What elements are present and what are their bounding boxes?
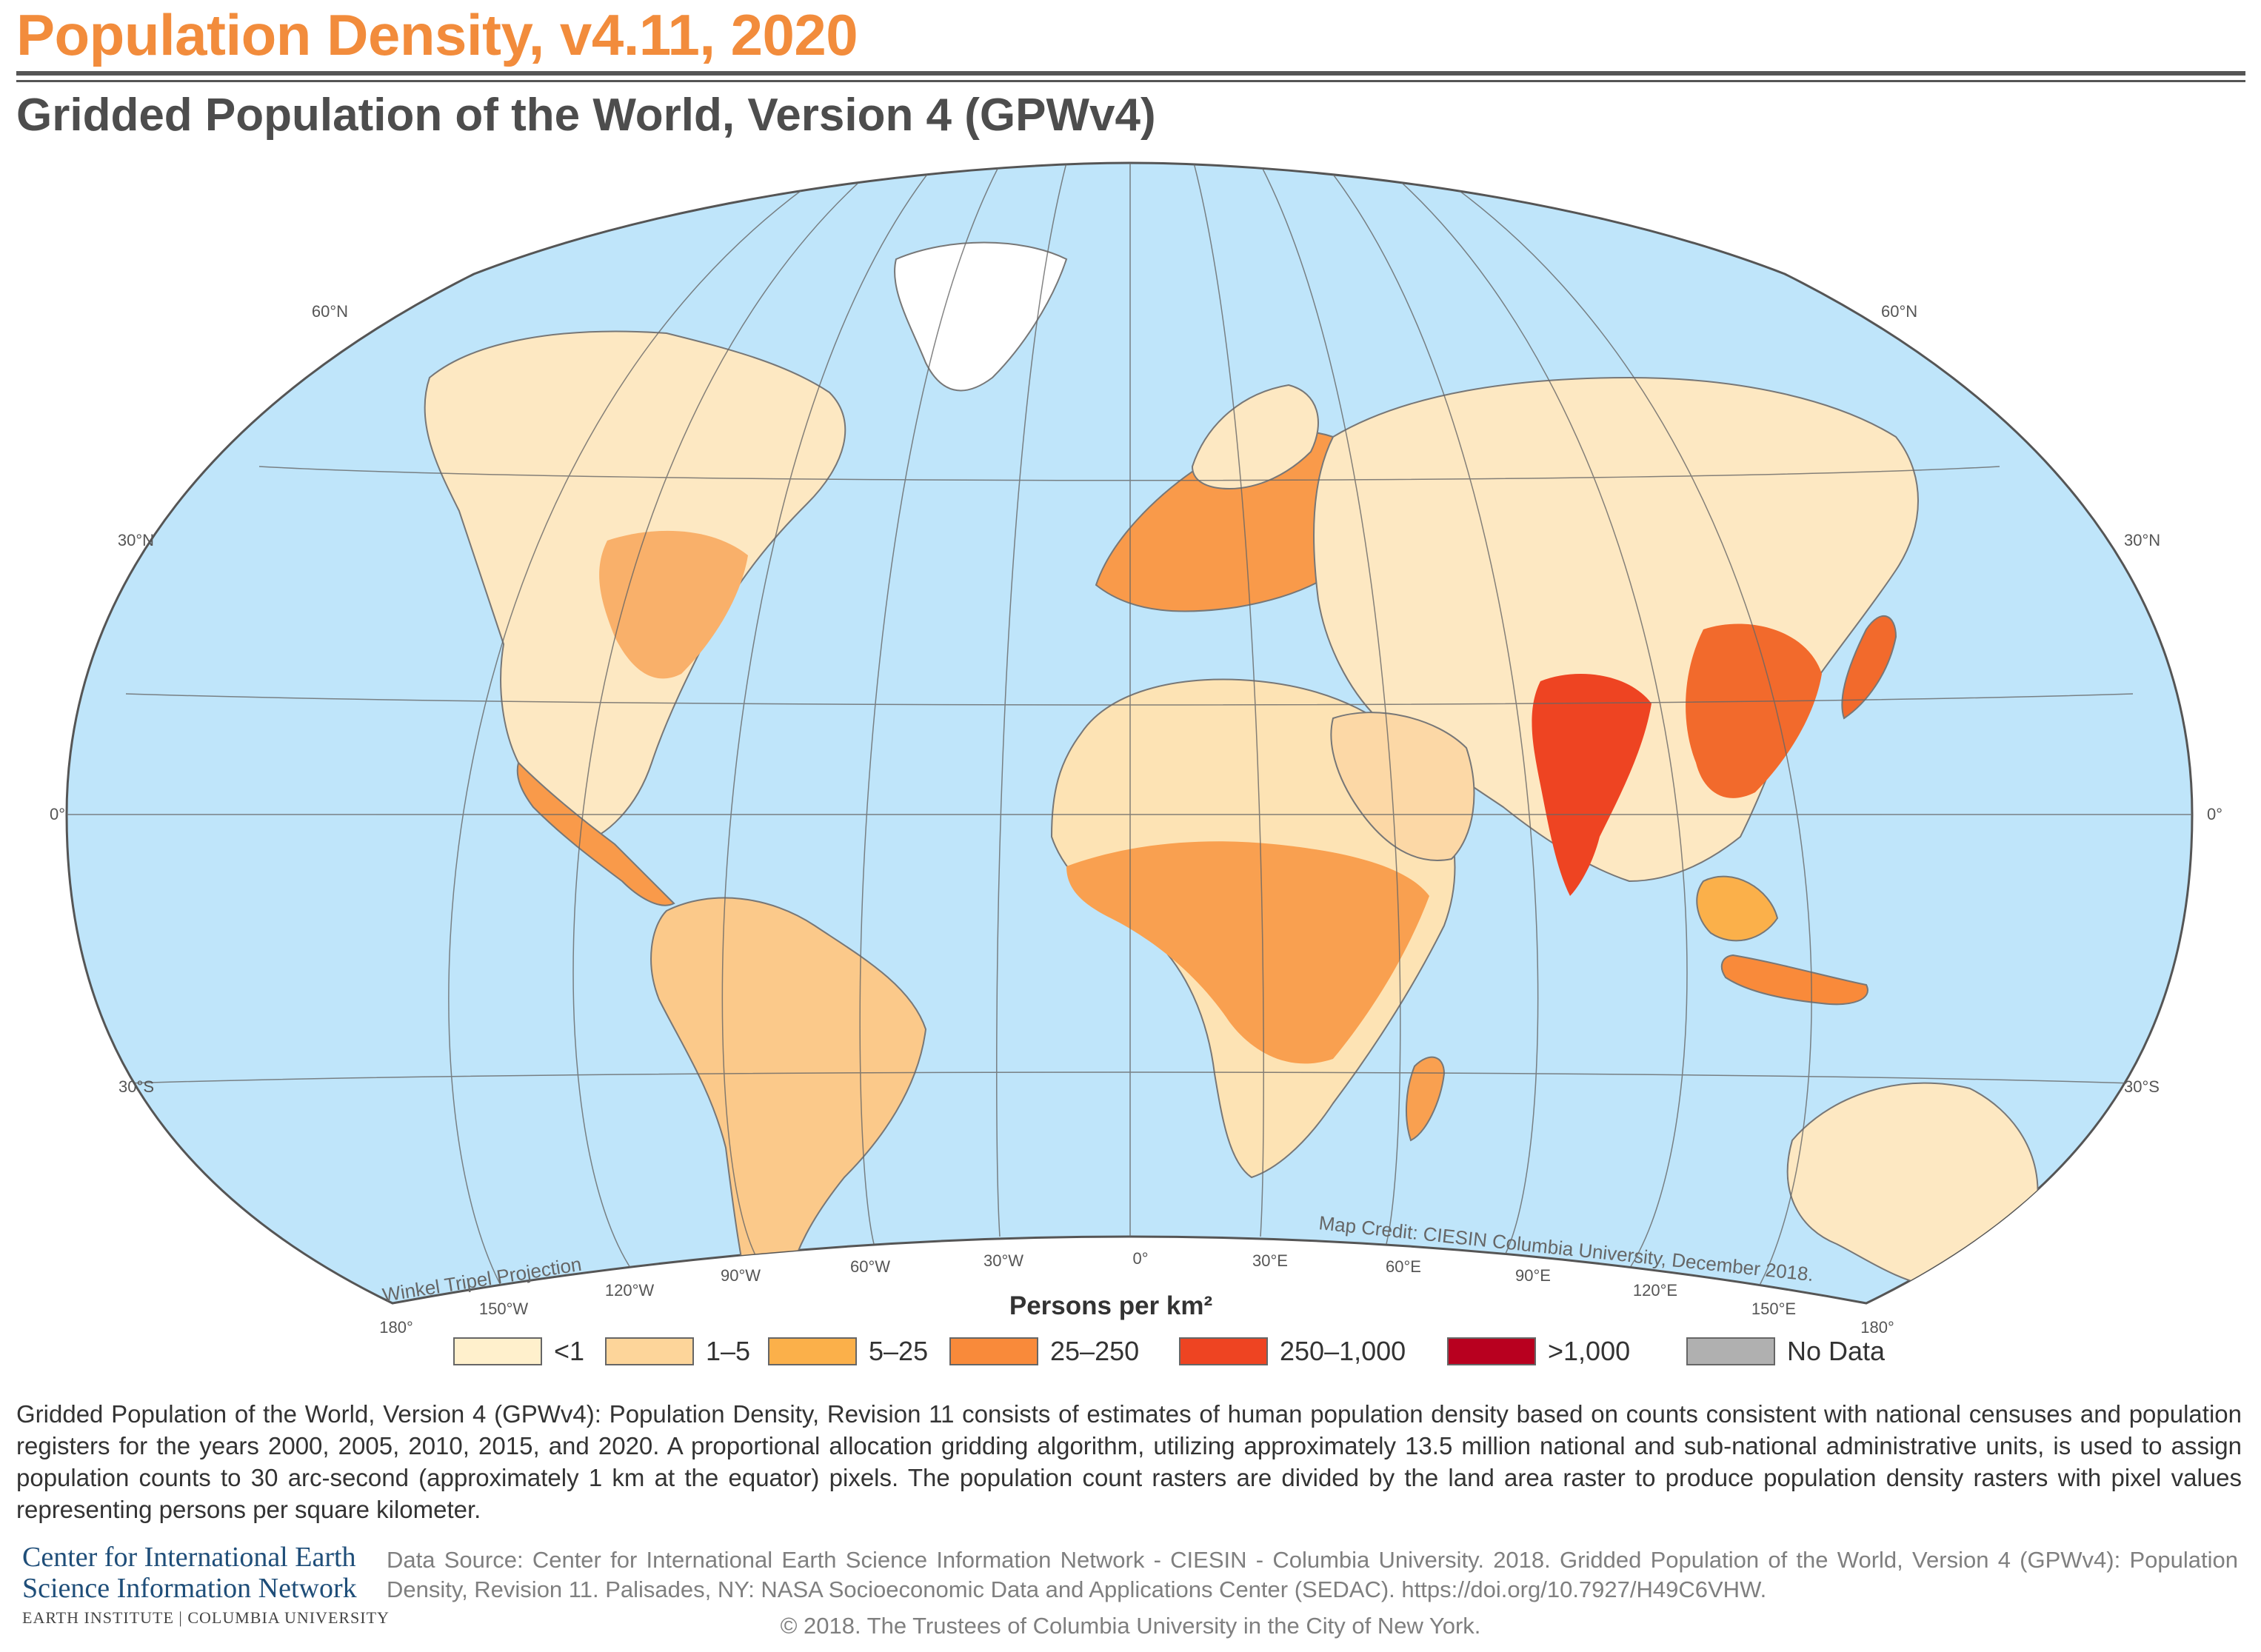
legend-item-250-1000: 250–1,000 xyxy=(1179,1334,1406,1368)
map-subtitle: Gridded Population of the World, Version… xyxy=(16,90,1156,141)
lat-label-30n-right: 30°N xyxy=(2124,531,2160,549)
ciesin-logo: Center for International Earth Science I… xyxy=(22,1542,390,1628)
legend-item-5-25: 5–25 xyxy=(768,1334,928,1368)
legend-label: 5–25 xyxy=(869,1336,929,1366)
africa-sahel-populated xyxy=(1066,841,1429,1064)
meridian-150w xyxy=(448,170,830,1303)
middle-east xyxy=(1330,712,1475,861)
legend-label: >1,000 xyxy=(1548,1336,1631,1366)
legend-item-gt1000: >1,000 xyxy=(1447,1334,1630,1368)
legend-label: <1 xyxy=(554,1336,585,1366)
data-source-citation: Data Source: Center for International Ea… xyxy=(387,1547,2238,1602)
meridian-30e xyxy=(1193,163,1264,1237)
scandinavia xyxy=(1191,384,1319,490)
parallel-30s xyxy=(125,1071,2134,1084)
legend-item-1-5: 1–5 xyxy=(605,1334,750,1368)
legend-swatch xyxy=(1447,1337,1536,1365)
legend-label: No Data xyxy=(1787,1336,1886,1366)
lon-label-30e: 30°E xyxy=(1252,1251,1288,1270)
legend-item-25-250: 25–250 xyxy=(949,1334,1139,1368)
lon-label-150w: 150°W xyxy=(479,1300,529,1318)
lon-label-60e: 60°E xyxy=(1386,1257,1421,1276)
legend-item-no-data: No Data xyxy=(1686,1334,1885,1368)
lat-label-eq-right: 0° xyxy=(2207,805,2222,823)
meridian-30w xyxy=(996,163,1067,1237)
japan xyxy=(1841,615,1897,720)
parallel-30n xyxy=(125,693,2134,706)
madagascar xyxy=(1406,1056,1446,1142)
legend-swatch xyxy=(453,1337,542,1365)
meridian-120w xyxy=(572,168,875,1278)
lon-label-60w: 60°W xyxy=(850,1257,890,1276)
graticule xyxy=(67,163,2192,1303)
copyright: © 2018. The Trustees of Columbia Univers… xyxy=(780,1613,1481,1639)
parallel-60n xyxy=(258,466,2000,481)
indonesia xyxy=(1720,954,1868,1006)
legend-swatch xyxy=(1179,1337,1268,1365)
legend-swatch xyxy=(949,1337,1038,1365)
legend-swatch xyxy=(768,1337,857,1365)
meridian-150e xyxy=(1430,170,1812,1303)
lat-label-60n-left: 60°N xyxy=(312,302,348,321)
south-asia-populated xyxy=(1532,674,1652,896)
lat-label-30s-left: 30°S xyxy=(118,1077,154,1096)
borneo-sumatra xyxy=(1696,875,1779,942)
logo-line2: Science Information Network xyxy=(22,1573,357,1604)
lat-label-eq-left: 0° xyxy=(50,805,65,823)
legend-swatch xyxy=(1686,1337,1775,1365)
lon-label-180w: 180° xyxy=(379,1318,413,1337)
lon-label-180e: 180° xyxy=(1860,1318,1894,1337)
lon-label-150e: 150°E xyxy=(1751,1300,1796,1318)
legend-label: 250–1,000 xyxy=(1280,1336,1406,1366)
meridian-120e xyxy=(1386,168,1688,1278)
logo-line1: Center for International Earth xyxy=(22,1542,356,1573)
world-population-density-map: 60°N 60°N 30°N 30°N 0° 0° 30°S 30°S 180°… xyxy=(50,161,2222,1337)
lon-label-90w: 90°W xyxy=(721,1266,761,1285)
lon-label-120w: 120°W xyxy=(605,1281,655,1300)
meridian-90w xyxy=(721,166,934,1256)
lat-label-60n-right: 60°N xyxy=(1881,302,1917,321)
greenland xyxy=(894,241,1068,392)
map-title: Population Density, v4.11, 2020 xyxy=(16,2,858,67)
legend-label: 25–250 xyxy=(1050,1336,1140,1366)
legend-item-lt1: <1 xyxy=(453,1334,584,1368)
lon-label-30w: 30°W xyxy=(983,1251,1023,1270)
central-america xyxy=(516,761,675,906)
east-asia-populated xyxy=(1686,623,1822,798)
meridian-60w xyxy=(859,164,1001,1245)
lat-label-30n-left: 30°N xyxy=(118,531,154,549)
title-divider-thin xyxy=(16,80,2245,82)
north-america-east-populated xyxy=(599,530,748,679)
lat-label-30s-right: 30°S xyxy=(2124,1077,2160,1096)
legend-swatch xyxy=(605,1337,694,1365)
dataset-description: Gridded Population of the World, Version… xyxy=(16,1400,2242,1523)
title-divider xyxy=(16,71,2245,76)
lon-label-0: 0° xyxy=(1132,1249,1148,1268)
lon-label-90e: 90°E xyxy=(1515,1266,1551,1285)
continents xyxy=(424,241,2086,1303)
meridian-90e xyxy=(1326,166,1539,1256)
lon-label-120e: 120°E xyxy=(1633,1281,1677,1300)
legend-title: Persons per km² xyxy=(1009,1291,1213,1320)
new-zealand xyxy=(2049,1280,2086,1303)
logo-line3: EARTH INSTITUTE | COLUMBIA UNIVERSITY xyxy=(22,1608,390,1627)
legend-label: 1–5 xyxy=(706,1336,751,1366)
meridian-60e xyxy=(1260,164,1401,1245)
